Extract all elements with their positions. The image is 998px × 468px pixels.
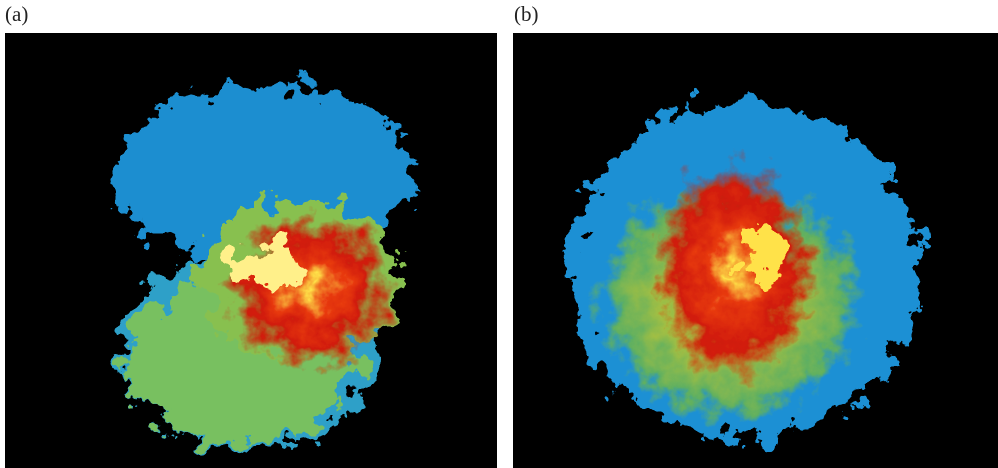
panel-label: (a) bbox=[5, 2, 28, 26]
panel-b bbox=[513, 33, 998, 468]
panel-label: (b) bbox=[514, 2, 539, 26]
panel-a bbox=[5, 33, 497, 468]
